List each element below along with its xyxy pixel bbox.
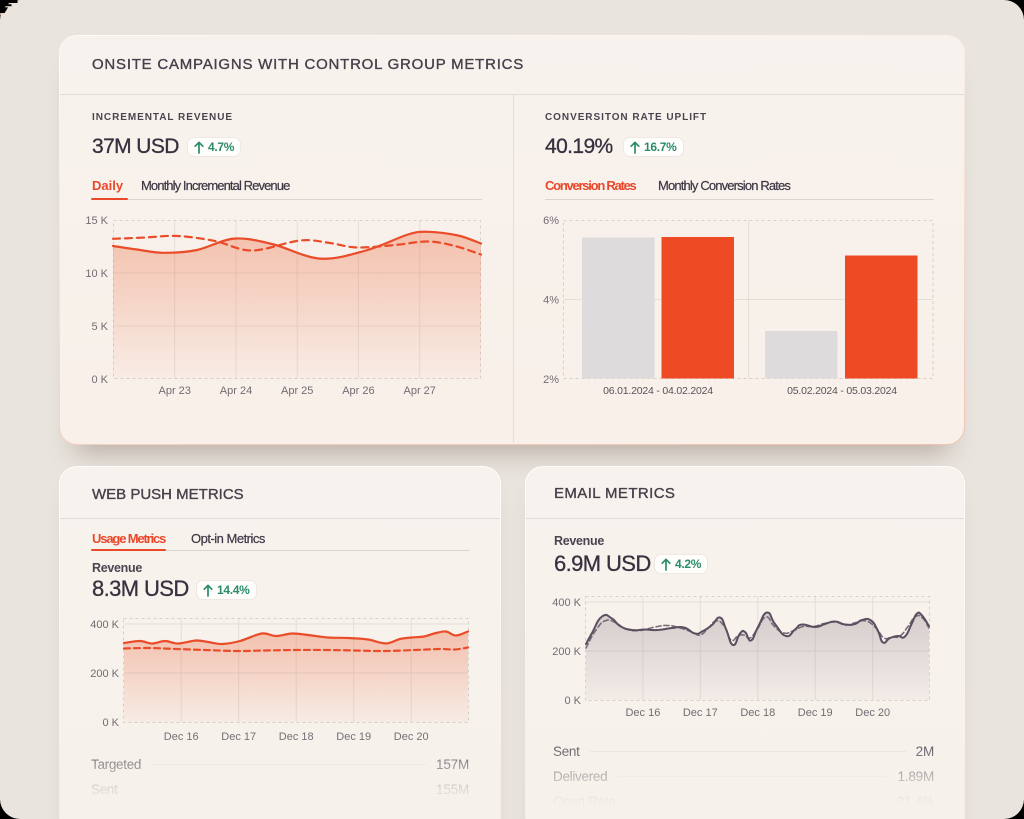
svg-text:Dec 19: Dec 19 <box>336 731 371 743</box>
svg-text:2%: 2% <box>543 374 559 386</box>
svg-text:Apr 27: Apr 27 <box>403 385 435 397</box>
svg-text:0 K: 0 K <box>91 374 108 386</box>
svg-text:Dec 18: Dec 18 <box>279 731 314 743</box>
svg-text:Dec 16: Dec 16 <box>625 707 660 719</box>
svg-text:Apr 26: Apr 26 <box>342 385 374 397</box>
svg-text:6%: 6% <box>543 215 559 227</box>
svg-text:0 K: 0 K <box>102 717 119 729</box>
svg-text:05.02.2024 - 05.03.2024: 05.02.2024 - 05.03.2024 <box>787 385 897 397</box>
svg-text:5 K: 5 K <box>91 321 108 333</box>
svg-text:Dec 16: Dec 16 <box>164 731 199 743</box>
svg-text:Apr 23: Apr 23 <box>158 385 190 397</box>
svg-text:400 K: 400 K <box>90 619 119 631</box>
svg-text:06.01.2024 - 04.02.2024: 06.01.2024 - 04.02.2024 <box>603 385 713 397</box>
svg-text:Dec 20: Dec 20 <box>855 707 890 719</box>
svg-text:Dec 17: Dec 17 <box>683 707 718 719</box>
svg-text:200 K: 200 K <box>552 646 581 658</box>
svg-text:0 K: 0 K <box>564 695 581 707</box>
svg-text:200 K: 200 K <box>90 668 119 680</box>
svg-text:15 K: 15 K <box>85 215 108 227</box>
svg-text:Dec 18: Dec 18 <box>740 707 775 719</box>
svg-text:400 K: 400 K <box>552 597 581 609</box>
svg-text:Apr 25: Apr 25 <box>281 385 313 397</box>
svg-text:4%: 4% <box>543 295 559 307</box>
svg-text:10 K: 10 K <box>85 268 108 280</box>
svg-text:Dec 17: Dec 17 <box>221 731 256 743</box>
svg-text:Dec 20: Dec 20 <box>394 731 429 743</box>
svg-text:Dec 19: Dec 19 <box>798 707 833 719</box>
svg-text:Apr 24: Apr 24 <box>220 385 252 397</box>
